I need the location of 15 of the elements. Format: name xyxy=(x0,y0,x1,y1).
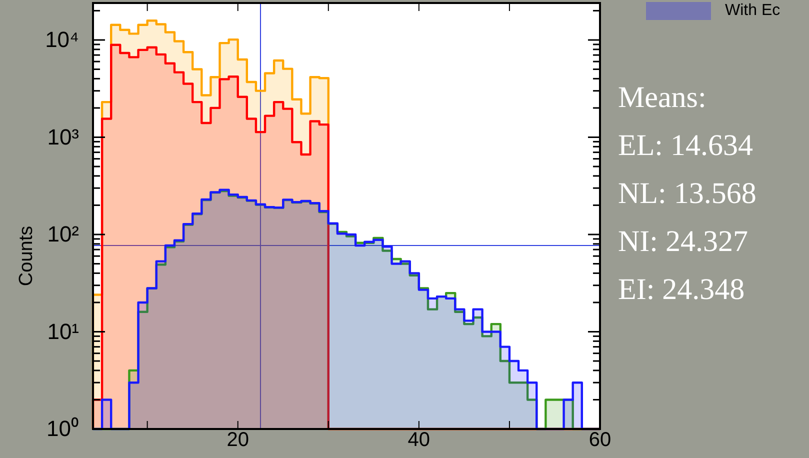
x-tick-label: 20 xyxy=(226,429,249,452)
x-tick-label: 40 xyxy=(408,429,430,452)
y-tick-label: 10² xyxy=(47,222,79,247)
text: NI: 24.327 xyxy=(618,225,748,258)
y-axis-title: Counts xyxy=(16,226,37,286)
y-tick-label: 10⁴ xyxy=(45,27,79,52)
y-tick-label: 10⁰ xyxy=(46,416,79,442)
text: Means: xyxy=(618,81,706,114)
y-tick-label: 10¹ xyxy=(47,318,79,344)
text: EL: 14.634 xyxy=(618,129,753,162)
legend-label: With Ec xyxy=(725,2,780,19)
text: EI: 24.348 xyxy=(618,273,745,306)
text: NL: 13.568 xyxy=(618,177,756,210)
y-tick-label: 10³ xyxy=(47,124,79,150)
x-tick-label: 60 xyxy=(588,429,612,452)
